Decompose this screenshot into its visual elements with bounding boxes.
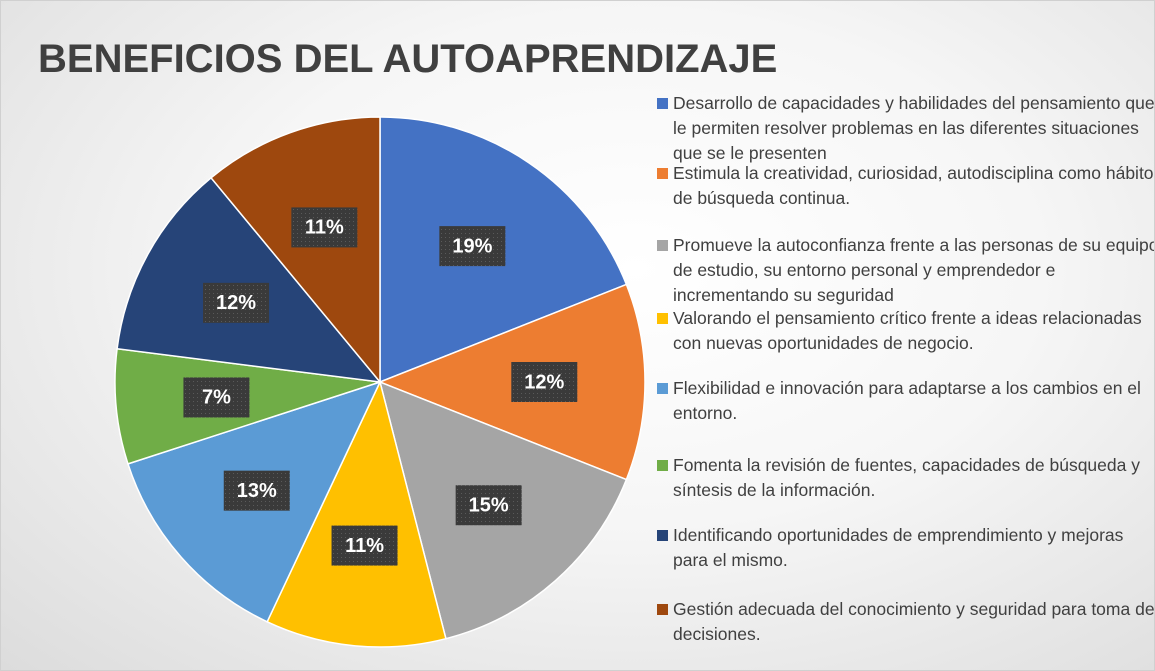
legend-swatch	[657, 168, 668, 179]
pie-slice	[210, 116, 381, 385]
legend-swatch	[657, 460, 668, 471]
data-label-box	[331, 525, 398, 566]
data-label: 19%	[452, 235, 492, 257]
data-label-box	[511, 362, 578, 402]
legend-swatch	[657, 383, 668, 394]
data-label: 12%	[524, 371, 564, 393]
legend-label: Identificando oportunidades de emprendim…	[673, 525, 1124, 570]
legend-swatch	[657, 530, 668, 541]
data-label-box	[291, 207, 358, 248]
data-label: 11%	[305, 217, 344, 239]
legend-swatch	[657, 240, 668, 251]
legend-item: Fomenta la revisión de fuentes, capacida…	[657, 453, 1154, 503]
legend-label: Estimula la creatividad, curiosidad, aut…	[673, 163, 1154, 208]
data-label-box	[439, 226, 506, 267]
data-label-box	[203, 282, 270, 323]
data-label: 11%	[345, 535, 384, 557]
legend-swatch	[657, 98, 668, 109]
legend-swatch	[657, 604, 668, 615]
legend-label: Flexibilidad e innovación para adaptarse…	[673, 378, 1141, 423]
data-label-box	[455, 485, 522, 526]
legend-label: Promueve la autoconfianza frente a las p…	[673, 235, 1155, 305]
legend-item: Estimula la creatividad, curiosidad, aut…	[657, 161, 1154, 211]
legend-swatch	[657, 313, 668, 324]
data-label-box	[183, 377, 250, 418]
legend-item: Valorando el pensamiento crítico frente …	[657, 306, 1154, 356]
data-label: 13%	[237, 480, 277, 502]
legend-item: Promueve la autoconfianza frente a las p…	[657, 233, 1155, 308]
legend-item: Desarrollo de capacidades y habilidades …	[657, 91, 1155, 166]
data-label: 15%	[469, 495, 509, 517]
data-label: 12%	[216, 292, 256, 314]
data-label: 7%	[202, 387, 231, 409]
pie-slice	[266, 379, 447, 648]
legend-item: Flexibilidad e innovación para adaptarse…	[657, 376, 1154, 426]
legend-item: Gestión adecuada del conocimiento y segu…	[657, 597, 1155, 647]
data-label-box	[223, 470, 290, 511]
legend-item: Identificando oportunidades de emprendim…	[657, 523, 1154, 573]
legend-label: Gestión adecuada del conocimiento y segu…	[673, 599, 1155, 644]
pie-slice	[116, 176, 382, 383]
legend-label: Fomenta la revisión de fuentes, capacida…	[673, 455, 1140, 500]
legend-label: Desarrollo de capacidades y habilidades …	[673, 93, 1155, 163]
legend-label: Valorando el pensamiento crítico frente …	[673, 308, 1142, 353]
chart-title: BENEFICIOS DEL AUTOAPRENDIZAJE	[38, 37, 778, 81]
